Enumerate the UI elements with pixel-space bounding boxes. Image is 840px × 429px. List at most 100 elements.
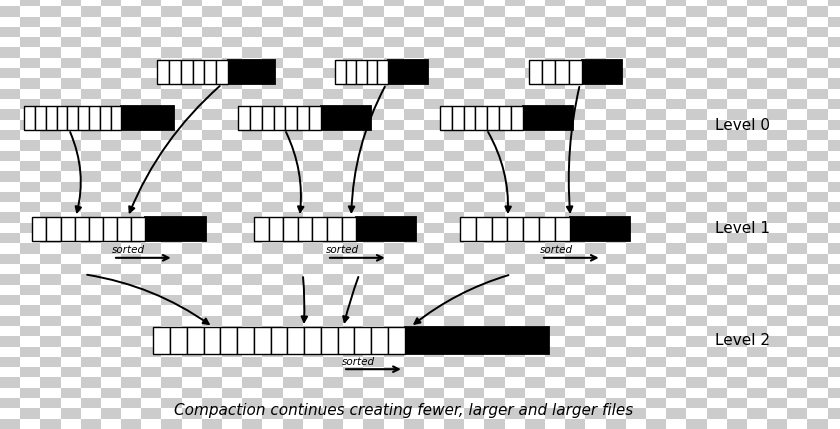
Bar [121, 326, 141, 336]
Bar [404, 408, 424, 419]
Bar [827, 336, 840, 347]
Bar [485, 357, 505, 367]
Bar [202, 295, 222, 305]
Bar [485, 254, 505, 264]
Bar [60, 347, 81, 357]
Bar [101, 16, 121, 27]
Bar [81, 151, 101, 161]
Bar [485, 48, 505, 58]
Bar [525, 305, 545, 316]
Bar [424, 202, 444, 212]
Bar [686, 48, 706, 58]
Bar [0, 202, 20, 212]
Bar [344, 316, 364, 326]
Bar [646, 6, 666, 16]
Bar [626, 398, 646, 408]
Bar [302, 16, 323, 27]
Bar [827, 79, 840, 89]
Bar [302, 161, 323, 171]
Bar [585, 367, 606, 378]
Bar [60, 140, 81, 151]
Bar [626, 212, 646, 223]
Bar [364, 6, 384, 16]
Bar [727, 27, 747, 37]
Bar [364, 192, 384, 202]
Bar [141, 254, 161, 264]
Bar [626, 99, 646, 109]
Bar [767, 130, 787, 140]
Bar [565, 37, 585, 48]
Bar [606, 326, 626, 336]
Bar [686, 378, 706, 388]
Bar [787, 68, 807, 79]
Bar [485, 223, 505, 233]
Bar [807, 398, 827, 408]
Bar [787, 6, 807, 16]
Bar [626, 316, 646, 326]
Bar [239, 106, 250, 130]
Bar [384, 398, 404, 408]
Bar [465, 378, 485, 388]
Bar [242, 161, 262, 171]
Bar [262, 68, 282, 79]
Bar [787, 254, 807, 264]
Bar [706, 357, 727, 367]
Bar [60, 367, 81, 378]
Bar [0, 16, 20, 27]
Bar [323, 295, 344, 305]
Bar [202, 398, 222, 408]
Bar [202, 388, 222, 398]
Bar [767, 243, 787, 254]
Bar [565, 202, 585, 212]
Bar [364, 284, 384, 295]
Bar [302, 140, 323, 151]
Bar [807, 161, 827, 171]
Bar [364, 243, 384, 254]
Bar [161, 0, 181, 6]
Bar [505, 140, 525, 151]
Bar [371, 327, 388, 354]
Bar [60, 202, 81, 212]
Bar [323, 171, 344, 181]
Bar [646, 140, 666, 151]
Bar [323, 284, 344, 295]
Bar [585, 357, 606, 367]
Bar [384, 16, 404, 27]
Bar [20, 6, 40, 16]
Bar [20, 16, 40, 27]
Bar [364, 109, 384, 120]
Bar [827, 316, 840, 326]
Bar [485, 274, 505, 284]
Bar [626, 68, 646, 79]
Bar [304, 327, 321, 354]
Bar [202, 274, 222, 284]
Bar [505, 223, 525, 233]
Bar [505, 16, 525, 27]
Bar [404, 151, 424, 161]
Bar [787, 89, 807, 99]
Bar [384, 336, 404, 347]
Bar [787, 109, 807, 120]
Bar [646, 243, 666, 254]
Bar [827, 192, 840, 202]
Bar [262, 161, 282, 171]
Bar [40, 316, 60, 326]
Bar [181, 254, 202, 264]
Bar [827, 264, 840, 274]
Bar [262, 357, 282, 367]
Bar [161, 274, 181, 284]
Bar [161, 264, 181, 274]
Bar [585, 223, 606, 233]
Bar [262, 295, 282, 305]
Bar [440, 106, 452, 130]
Bar [747, 58, 767, 68]
Bar [242, 336, 262, 347]
Bar [202, 16, 222, 27]
Bar [646, 58, 666, 68]
Bar [262, 6, 282, 16]
Bar [727, 378, 747, 388]
Bar [404, 336, 424, 347]
Bar [0, 233, 20, 243]
Bar [767, 202, 787, 212]
Bar [706, 295, 727, 305]
